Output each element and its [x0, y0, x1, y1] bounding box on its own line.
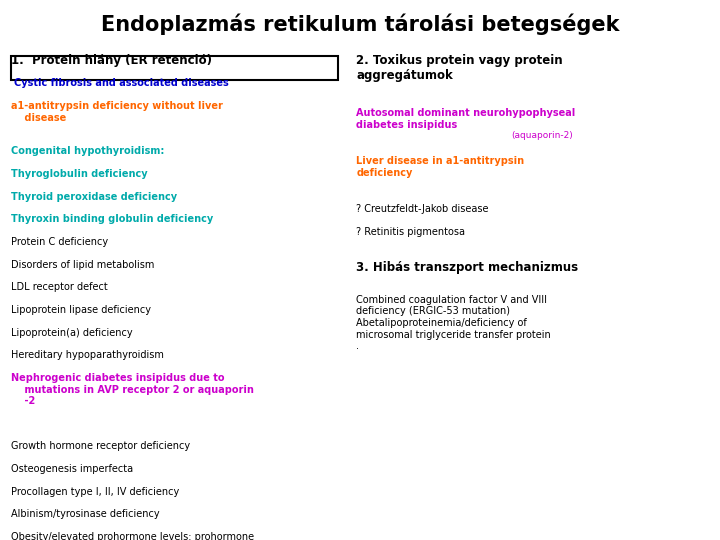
Text: Protein C deficiency: Protein C deficiency [11, 237, 108, 247]
Text: Thyroglobulin deficiency: Thyroglobulin deficiency [11, 169, 148, 179]
Text: Nephrogenic diabetes insipidus due to
    mutations in AVP receptor 2 or aquapor: Nephrogenic diabetes insipidus due to mu… [11, 373, 253, 406]
Text: ? Creutzfeldt-Jakob disease: ? Creutzfeldt-Jakob disease [356, 204, 489, 214]
Text: Growth hormone receptor deficiency: Growth hormone receptor deficiency [11, 441, 190, 451]
Text: Hereditary hypoparathyroidism: Hereditary hypoparathyroidism [11, 350, 163, 361]
Text: Autosomal dominant neurohypophyseal
diabetes insipidus: Autosomal dominant neurohypophyseal diab… [356, 108, 576, 130]
Text: Obesity/elevated prohormone levels: prohormone
    convertase 1 deficiency: Obesity/elevated prohormone levels: proh… [11, 532, 254, 540]
Text: Endoplazmás retikulum tárolási betegségek: Endoplazmás retikulum tárolási betegsége… [101, 14, 619, 35]
Text: 1.  Protein hiány (ER retenció): 1. Protein hiány (ER retenció) [11, 54, 212, 67]
Text: Liver disease in a1-antitrypsin
deficiency: Liver disease in a1-antitrypsin deficien… [356, 156, 525, 178]
Text: LDL receptor defect: LDL receptor defect [11, 282, 107, 293]
Text: Thyroxin binding globulin deficiency: Thyroxin binding globulin deficiency [11, 214, 213, 225]
Text: Combined coagulation factor V and VIII
deficiency (ERGIC-53 mutation)
Abetalipop: Combined coagulation factor V and VIII d… [356, 295, 551, 351]
Text: Osteogenesis imperfecta: Osteogenesis imperfecta [11, 464, 133, 474]
Text: Congenital hypothyroidism:: Congenital hypothyroidism: [11, 146, 164, 157]
Text: Cystic fibrosis and associated diseases: Cystic fibrosis and associated diseases [14, 78, 229, 89]
Text: Disorders of lipid metabolism: Disorders of lipid metabolism [11, 260, 154, 270]
Text: (aquaporin-2): (aquaporin-2) [511, 131, 573, 140]
Bar [11, 56, 338, 80]
Text: Albinism/tyrosinase deficiency: Albinism/tyrosinase deficiency [11, 509, 159, 519]
Text: ? Retinitis pigmentosa: ? Retinitis pigmentosa [356, 227, 465, 237]
Text: 2. Toxikus protein vagy protein
aggregátumok: 2. Toxikus protein vagy protein aggregát… [356, 54, 563, 82]
Text: Lipoprotein lipase deficiency: Lipoprotein lipase deficiency [11, 305, 150, 315]
Text: 3. Hibás transzport mechanizmus: 3. Hibás transzport mechanizmus [356, 261, 579, 274]
Text: Thyroid peroxidase deficiency: Thyroid peroxidase deficiency [11, 192, 177, 202]
Text: a1-antitrypsin deficiency without liver
    disease: a1-antitrypsin deficiency without liver … [11, 101, 222, 123]
Text: Lipoprotein(a) deficiency: Lipoprotein(a) deficiency [11, 328, 132, 338]
Text: Procollagen type I, II, IV deficiency: Procollagen type I, II, IV deficiency [11, 487, 179, 497]
